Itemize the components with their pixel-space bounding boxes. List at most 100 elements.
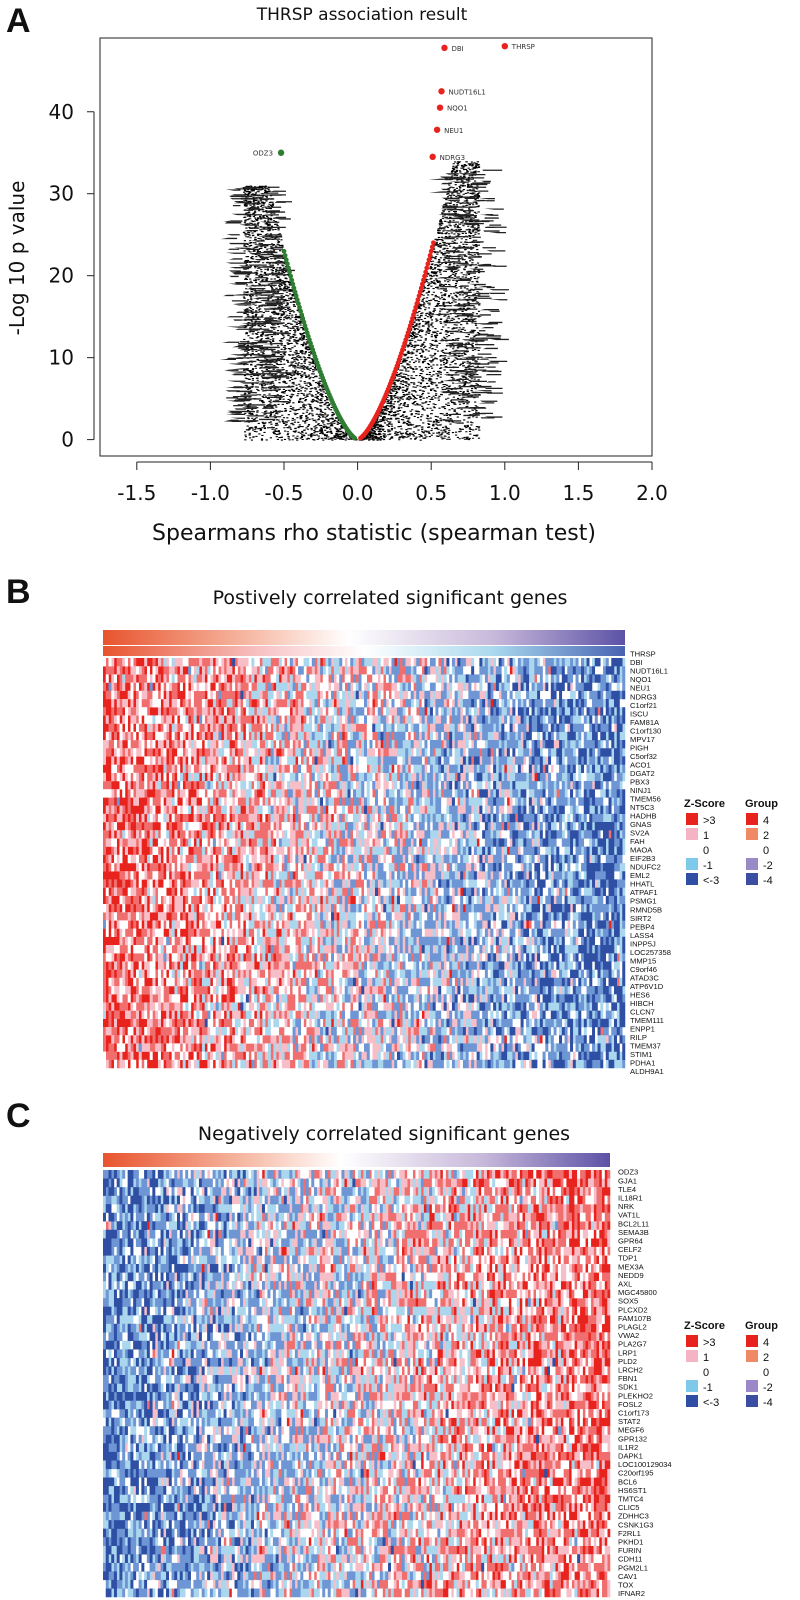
gene-label: CDH11: [618, 1555, 642, 1564]
positive-point: [424, 265, 430, 271]
legends: Z-Score Group >3 1 0 -1 <-3 4 2 0 -2 -4: [684, 1320, 778, 1409]
gene-label: ATP6V1D: [630, 982, 664, 991]
gene-label: PKHD1: [618, 1538, 643, 1547]
gene-label: DBI: [630, 658, 643, 667]
positive-point: [423, 269, 429, 275]
gene-label: STIM1: [630, 1050, 652, 1059]
gene-label: TOX: [618, 1581, 633, 1590]
positive-point: [408, 319, 414, 325]
positive-point: [422, 273, 427, 279]
negative-point: [283, 257, 289, 263]
highlighted-point-label: NDRG3: [440, 154, 465, 162]
positive-point: [425, 261, 431, 267]
y-tick-label: 40: [49, 100, 74, 124]
positive-point: [414, 301, 420, 306]
gene-label: FOSL2: [618, 1400, 642, 1409]
positive-point: [412, 308, 418, 314]
zscore-label: >3: [703, 1337, 716, 1349]
zscore-label: 1: [703, 830, 709, 842]
group-bar: [103, 630, 625, 645]
heatmap-cell-group: [103, 1170, 578, 1598]
gene-label: LOC257358: [630, 948, 671, 957]
heatmap-positive: Postively correlated significant genes T…: [103, 587, 778, 1076]
negative-point: [282, 253, 288, 258]
gene-label: NEDD9: [618, 1271, 644, 1280]
gene-label: RMND5B: [630, 905, 662, 914]
positive-point: [417, 289, 423, 295]
group-label: -2: [763, 860, 773, 872]
group-swatch: [746, 813, 758, 825]
gene-label: IFNAR2: [618, 1589, 645, 1598]
gene-label: CSNK1G3: [618, 1520, 653, 1529]
zscore-legend-title: Z-Score: [684, 798, 725, 810]
zscore-swatch: [686, 1380, 698, 1392]
gene-label: GNAS: [630, 820, 652, 829]
y-tick-label: 10: [49, 346, 74, 370]
highlighted-point: [277, 149, 285, 156]
y-tick-label: 20: [49, 264, 74, 288]
highlighted-point-label: NUDT16L1: [449, 88, 486, 96]
zscore-swatch: [686, 1350, 698, 1362]
highlighted-point-label: NEU1: [444, 127, 463, 135]
legends: Z-Score Group >3 1 0 -1 <-3 4 2 0 -2 -4: [684, 798, 778, 887]
negative-point: [288, 273, 294, 279]
gene-label: MMP15: [630, 956, 656, 965]
gene-label: NUDT16L1: [630, 667, 668, 676]
y-axis: 0 10 20 30 40: [49, 100, 95, 452]
zscore-label: <-3: [703, 1397, 719, 1409]
gene-label: ATAD3C: [630, 973, 659, 982]
positive-point: [419, 281, 425, 287]
gene-label: SIRT2: [630, 914, 651, 923]
gene-label: F2RL1: [618, 1529, 641, 1538]
gene-label: FBN1: [618, 1374, 637, 1383]
gene-labels: ODZ3GJA1TLE4IL18R1NRKVAT1LBCL2L11SEMA3BG…: [618, 1168, 672, 1598]
group-bar: [103, 1153, 610, 1167]
negative-point: [300, 316, 306, 321]
highlighted-point: [441, 44, 448, 52]
positive-point: [407, 323, 413, 329]
gene-label: THRSP: [630, 650, 656, 659]
gene-label: PIGH: [630, 743, 649, 752]
negative-point: [284, 261, 290, 267]
gene-label: ACO1: [630, 760, 651, 769]
gene-label: CLIC5: [618, 1503, 640, 1512]
zscore-swatch: [686, 813, 698, 825]
x-axis: -1.5 -1.0 -0.5 0.0 0.5 1.0 1.5 2.0: [117, 461, 668, 505]
gene-label: LOC100129034: [618, 1460, 672, 1469]
non-significant-points: [242, 161, 481, 441]
negative-point: [291, 285, 297, 291]
group-label: -2: [763, 1382, 773, 1394]
gene-label: NDUFC2: [630, 863, 661, 872]
heatmap-cell-group: [103, 1170, 581, 1598]
zscore-label: 0: [703, 1367, 709, 1379]
gene-label: TMTC4: [618, 1495, 643, 1504]
positive-point: [415, 297, 421, 303]
group-swatch: [746, 828, 758, 840]
highlighted-point: [438, 88, 445, 95]
overplotted-labels: [219, 169, 509, 424]
heatmap-cell-group: [103, 1170, 611, 1598]
gene-label: NINJ1: [630, 786, 651, 795]
gene-label: FURIN: [618, 1546, 641, 1555]
gene-label: MPV17: [630, 735, 655, 744]
gene-label: PLD2: [618, 1357, 637, 1366]
positive-significant-points: [358, 240, 436, 441]
gene-label: SV2A: [630, 829, 650, 838]
gene-label: ATPAF1: [630, 888, 658, 897]
expression-bar: [103, 646, 625, 656]
positive-point: [427, 253, 433, 258]
zscore-swatch: [686, 828, 698, 840]
gene-label: PBX3: [630, 777, 649, 786]
zscore-label: -1: [703, 860, 713, 872]
negative-point: [290, 281, 296, 287]
positive-point: [426, 257, 432, 263]
gene-label: INPP5J: [630, 939, 656, 948]
gene-label: PLA2G7: [618, 1340, 647, 1349]
x-tick-label: -1.5: [117, 481, 156, 505]
group-legend-title: Group: [745, 1320, 778, 1332]
zscore-label: <-3: [703, 875, 719, 887]
gene-label: BCL2L11: [618, 1219, 649, 1228]
gene-label: HADHB: [630, 812, 657, 821]
y-tick-label: 0: [61, 428, 74, 452]
gene-label: PEBP4: [630, 922, 654, 931]
